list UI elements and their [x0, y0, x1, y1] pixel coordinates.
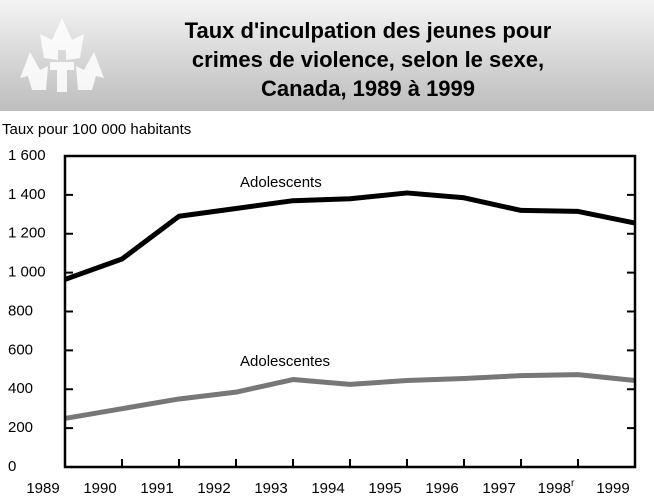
revised-marker: r — [571, 478, 575, 489]
y-axis-label: Taux pour 100 000 habitants — [2, 121, 191, 138]
y-tick-label: 400 — [8, 380, 33, 397]
plot-frame — [63, 154, 637, 469]
x-tick-label: 1991 — [140, 480, 173, 497]
x-tick-text: 1994 — [311, 480, 344, 497]
series-label: Adolescentes — [240, 353, 330, 370]
x-tick-text: 1989 — [26, 480, 59, 497]
x-tick-text: 1992 — [197, 480, 230, 497]
x-tick-label: 1992 — [197, 480, 230, 497]
series-label: Adolescents — [240, 174, 322, 191]
y-tick-label: 600 — [8, 341, 33, 358]
x-tick-text: 1993 — [254, 480, 287, 497]
y-tick-label: 200 — [8, 419, 33, 436]
x-tick-label: 1995 — [368, 480, 401, 497]
x-tick-label: 1999 — [596, 480, 629, 497]
x-tick-text: 1996 — [425, 480, 458, 497]
series-line — [64, 190, 636, 282]
y-tick-label: 1 600 — [8, 147, 46, 164]
x-tick-label: 1997 — [482, 480, 515, 497]
x-tick-label: 1996 — [425, 480, 458, 497]
header-banner — [0, 0, 654, 111]
y-tick-label: 0 — [8, 458, 16, 475]
x-tick-label: 1990 — [83, 480, 116, 497]
x-tick-label: 1989 — [26, 480, 59, 497]
chart-title: Canada, 1989 à 1999 — [261, 76, 475, 101]
y-tick-label: 1 200 — [8, 225, 46, 242]
y-tick-label: 800 — [8, 302, 33, 319]
chart-title: Taux d'inculpation des jeunes pour — [185, 18, 552, 43]
logo — [20, 18, 104, 92]
x-tick-text: 1999 — [596, 480, 629, 497]
series-line — [64, 372, 636, 421]
x-tick-label: 1993 — [254, 480, 287, 497]
x-tick-text: 1991 — [140, 480, 173, 497]
y-tick-label: 1 400 — [8, 186, 46, 203]
x-tick-label: 1994 — [311, 480, 344, 497]
x-tick-text: 1997 — [482, 480, 515, 497]
x-tick-label: 1998r — [538, 478, 575, 497]
x-tick-text: 1995 — [368, 480, 401, 497]
x-tick-text: 1990 — [83, 480, 116, 497]
chart-title: crimes de violence, selon le sexe, — [192, 47, 544, 72]
y-tick-label: 1 000 — [8, 264, 46, 281]
x-tick-text: 1998 — [538, 480, 571, 497]
